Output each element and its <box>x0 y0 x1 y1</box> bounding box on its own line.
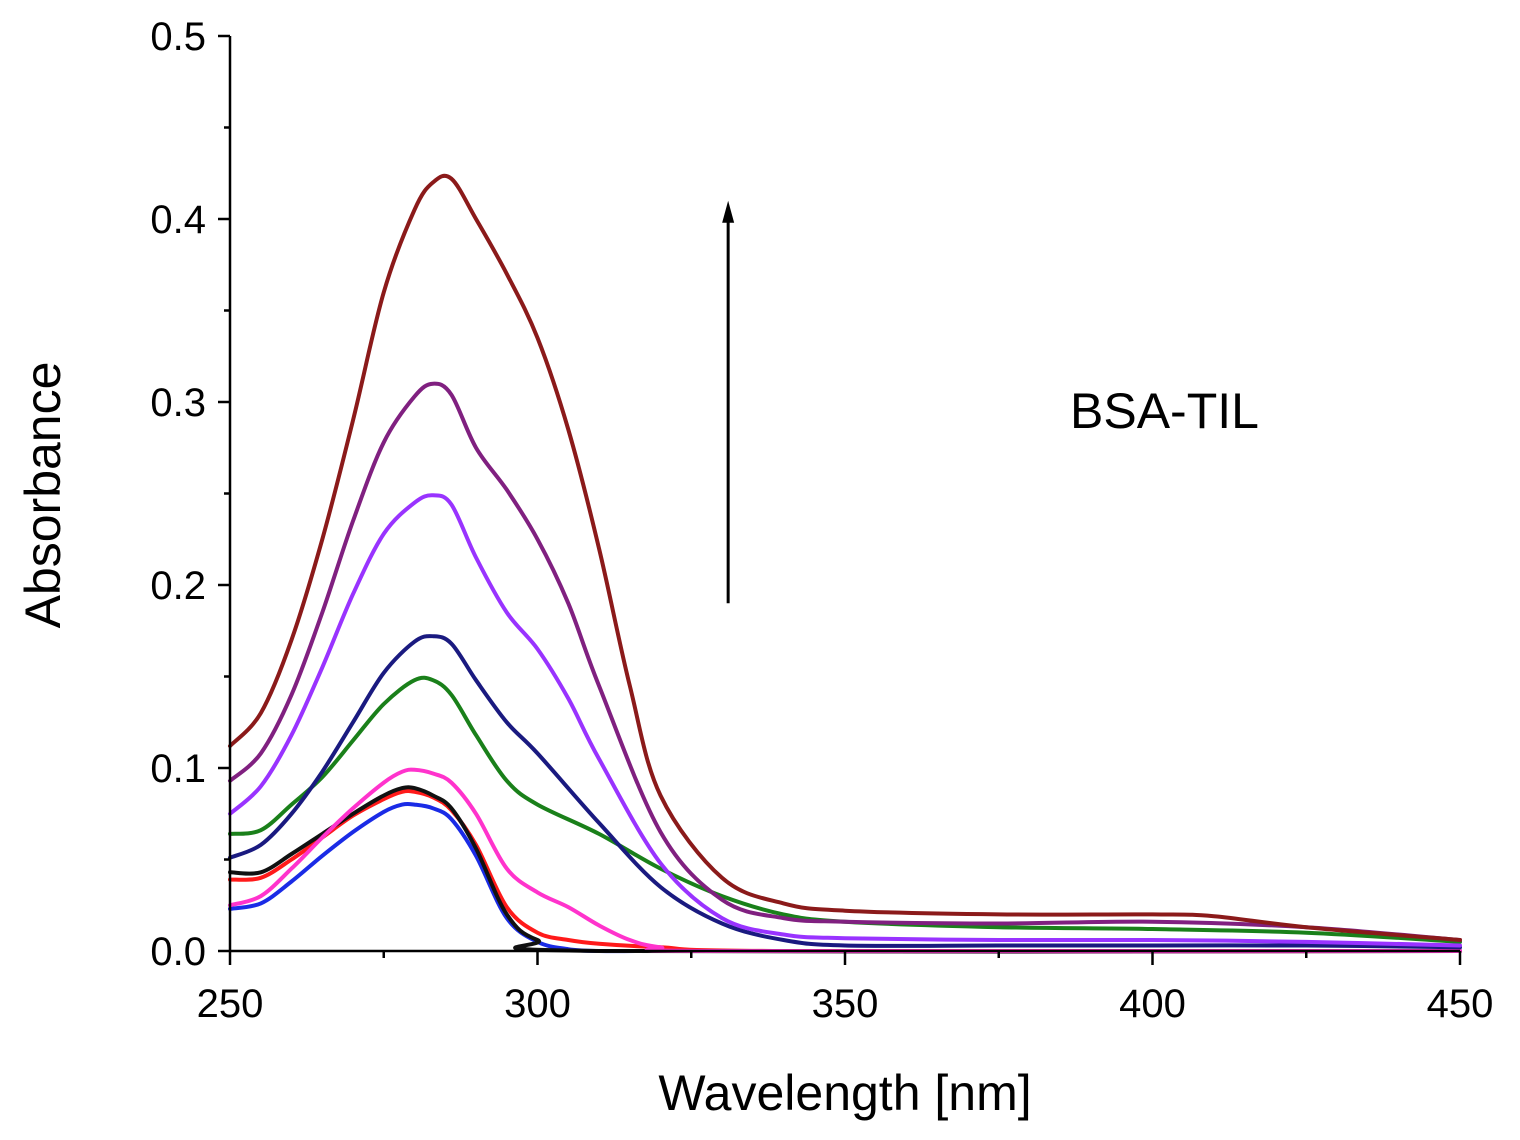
y-tick-label: 0.2 <box>150 564 206 608</box>
increase-arrow <box>722 200 735 604</box>
series-line-navy <box>228 634 1462 950</box>
x-tick-label: 450 <box>1427 982 1494 1026</box>
arrow-up-icon <box>722 200 735 223</box>
y-axis-title: Absorbance <box>15 362 71 629</box>
x-tick-label: 250 <box>197 982 264 1026</box>
y-tick-label: 0.0 <box>150 930 206 974</box>
series-layer <box>228 173 1462 954</box>
x-tick-label: 350 <box>812 982 879 1026</box>
axes <box>228 36 1460 953</box>
series-line-maroon <box>228 173 1462 942</box>
ticks: 0.0 0.1 0.2 0.3 0.4 0.5 250 300 350 400 450 <box>150 15 1493 1026</box>
x-tick-label: 400 <box>1119 982 1186 1026</box>
y-tick-label: 0.4 <box>150 198 206 242</box>
series-line-green <box>228 675 1462 944</box>
y-tick-label: 0.3 <box>150 381 206 425</box>
x-axis-title: Wavelength [nm] <box>658 1065 1031 1121</box>
sample-annotation: BSA-TIL <box>1070 383 1259 439</box>
series-line-blue <box>228 801 1462 954</box>
x-tick-label: 300 <box>504 982 571 1026</box>
series-line-violet <box>228 493 1462 948</box>
series-line-purple <box>228 381 1462 942</box>
y-tick-label: 0.1 <box>150 747 206 791</box>
y-tick-label: 0.5 <box>150 15 206 59</box>
